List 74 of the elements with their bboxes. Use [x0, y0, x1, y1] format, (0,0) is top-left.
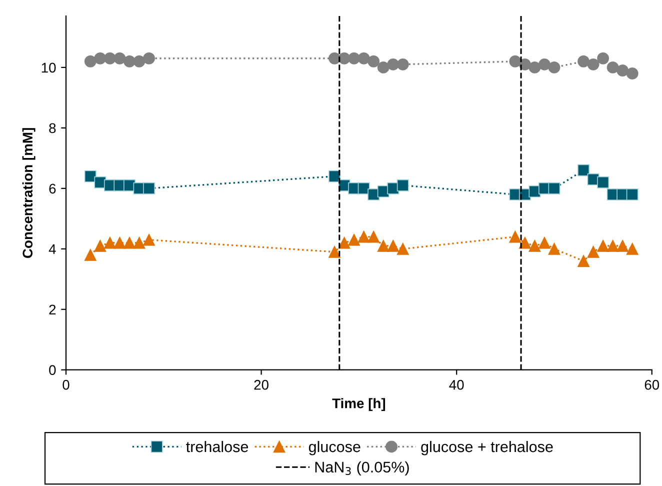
x-tick-label: 40 — [449, 380, 464, 390]
point — [396, 242, 409, 255]
point — [114, 236, 126, 249]
point — [84, 55, 96, 68]
point — [578, 164, 590, 176]
x-axis-title: Time [h] — [332, 398, 386, 412]
point — [368, 55, 380, 68]
point — [104, 52, 116, 64]
point — [578, 55, 590, 68]
point — [509, 55, 522, 68]
point — [528, 240, 541, 252]
point — [358, 182, 370, 194]
point — [387, 58, 400, 70]
point — [133, 236, 146, 249]
point — [377, 61, 390, 74]
x-tick-label: 60 — [644, 380, 660, 390]
point — [94, 52, 106, 64]
point — [84, 170, 96, 182]
legend-label: glucose — [308, 440, 360, 456]
point — [626, 188, 638, 200]
point — [348, 52, 360, 64]
point — [94, 240, 106, 252]
point — [597, 240, 610, 252]
point — [377, 240, 390, 252]
point — [348, 234, 360, 246]
point — [123, 55, 136, 68]
point — [143, 182, 155, 194]
point — [616, 240, 629, 252]
point — [387, 240, 400, 252]
legend-label: NaN$_{3}$ (0.05%) — [315, 461, 409, 476]
point — [84, 248, 96, 261]
point — [606, 61, 619, 74]
legend-label: glucose + trehalose — [421, 440, 553, 456]
point — [509, 230, 522, 243]
y-tick-label: 2 — [49, 304, 56, 314]
point — [338, 236, 350, 249]
point — [626, 68, 638, 80]
point — [538, 58, 550, 70]
point — [548, 242, 560, 255]
point — [133, 55, 146, 68]
y-tick-label: 6 — [49, 184, 56, 194]
point — [104, 236, 116, 249]
x-tick-label: 20 — [254, 380, 268, 390]
point — [328, 246, 340, 258]
point — [396, 179, 409, 192]
point — [528, 61, 541, 74]
point — [143, 52, 155, 64]
point — [597, 52, 610, 64]
y-tick-label: 10 — [42, 62, 56, 73]
point — [123, 236, 136, 249]
point — [328, 52, 340, 64]
point — [548, 61, 560, 74]
point — [358, 52, 370, 64]
point — [606, 240, 619, 252]
point — [143, 234, 155, 246]
y-tick-label: 0 — [49, 365, 56, 376]
y-tick-label: 4 — [48, 244, 56, 254]
y-tick-label: 8 — [49, 123, 56, 134]
y-axis-title: Concentration [mM] — [22, 128, 36, 258]
point — [538, 236, 550, 249]
point — [518, 236, 531, 249]
x-tick-label: 0 — [62, 380, 70, 390]
point — [626, 242, 638, 255]
point — [548, 182, 560, 194]
point — [587, 58, 600, 70]
point — [578, 255, 590, 267]
point — [396, 58, 409, 70]
point — [616, 64, 629, 76]
point — [368, 230, 380, 243]
point — [597, 176, 610, 188]
point — [587, 246, 600, 258]
point — [358, 230, 370, 243]
legend-label: trehalose — [186, 440, 248, 452]
point — [114, 52, 126, 64]
